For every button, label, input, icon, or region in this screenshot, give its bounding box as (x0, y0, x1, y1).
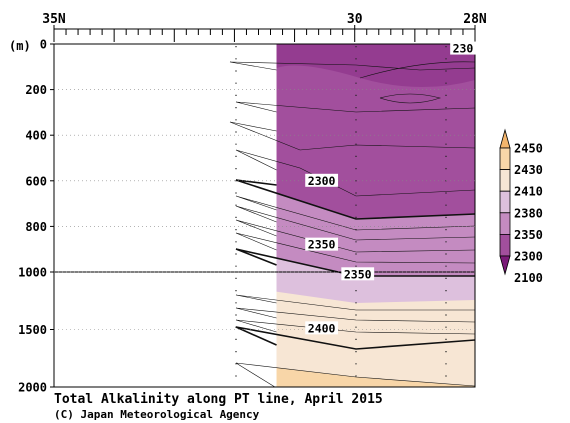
y-tick-label: 200 (25, 83, 47, 97)
axes-frame (53, 28, 476, 388)
contour-thin-1 (235, 101, 475, 113)
chart-title: Total Alkalinity along PT line, April 20… (54, 392, 383, 407)
credit-line: (C) Japan Meteorological Agency (54, 408, 260, 421)
y-tick-label: 800 (25, 220, 47, 234)
x-axis-ticks: 35N 30 28N (42, 12, 487, 42)
contour-label: 2350 (308, 238, 336, 252)
contour-thin-10 (235, 319, 475, 335)
contour-2350 (235, 248, 475, 277)
colorbar-label: 2350 (514, 228, 543, 242)
contour-thin-0 (229, 61, 475, 71)
fill-core (276, 44, 475, 88)
contour-thin-2 (229, 121, 475, 151)
contour-2400 (235, 326, 475, 350)
contour-labels: 2300 2350 2350 2400 230 (305, 41, 476, 335)
contour-thin-7 (235, 232, 475, 264)
y-tick-label: 1500 (18, 323, 47, 337)
y-tick-label: 600 (25, 174, 47, 188)
plot-frame (53, 43, 476, 388)
x-tick-label: 35N (42, 12, 66, 27)
contour-label: 2300 (308, 174, 336, 188)
colorbar-bottom-arrow (499, 255, 511, 276)
colorbar-top-arrow (499, 128, 511, 149)
y-tick-label: 0 (40, 38, 47, 52)
colorbar-swatch (499, 147, 511, 171)
fill-band-3 (236, 286, 475, 387)
no-data-area (54, 44, 277, 387)
contour-label: 230 (453, 42, 474, 56)
contour-label-bg (305, 321, 339, 335)
colorbar-swatch (499, 233, 511, 257)
contour-thin-9 (235, 307, 475, 323)
y-axis-ticks: 0 200 400 600 800 1000 1500 2000 (18, 38, 475, 395)
contour-thin-3 (235, 149, 475, 197)
x-tick-label: 28N (463, 12, 487, 27)
colorbar-label: 2410 (514, 185, 543, 199)
color-fill-bands (54, 44, 475, 387)
y-axis-unit: (m) (9, 39, 31, 53)
contour-label: 2350 (344, 267, 372, 281)
contour-label-bg (341, 267, 375, 281)
x-tick-label: 30 (347, 12, 363, 27)
colorbar-label: 2430 (514, 163, 543, 177)
contour-deep (235, 362, 475, 387)
contour-label-bg (305, 173, 339, 187)
contour-eddy (359, 61, 475, 104)
colorbar-swatch (499, 190, 511, 214)
colorbar-label: 2380 (514, 206, 543, 220)
y-tick-label: 2000 (18, 381, 47, 395)
contour-label-bg (305, 237, 339, 251)
y-tick-label: 400 (25, 129, 47, 143)
contour-label-bg (450, 41, 476, 55)
fill-band-4 (236, 363, 475, 387)
y-tick-label: 1000 (18, 266, 47, 280)
contour-thin-5 (235, 205, 475, 241)
contour-2300 (235, 179, 475, 220)
contour-thin-8 (235, 294, 475, 311)
contour-lines (229, 61, 475, 387)
contour-label: 2400 (308, 321, 336, 335)
colorbar-label: 2300 (514, 250, 543, 264)
colorbar-label: 2100 (514, 271, 543, 285)
colorbar-swatch (499, 169, 511, 192)
colorbar-swatch (499, 212, 511, 235)
contour-thin-6 (235, 219, 475, 253)
colorbar-label: 2450 (514, 142, 543, 156)
colorbar-legend: 2450 2430 2410 2380 2350 2300 2100 (499, 128, 543, 285)
contour-thin-4 (235, 195, 475, 231)
